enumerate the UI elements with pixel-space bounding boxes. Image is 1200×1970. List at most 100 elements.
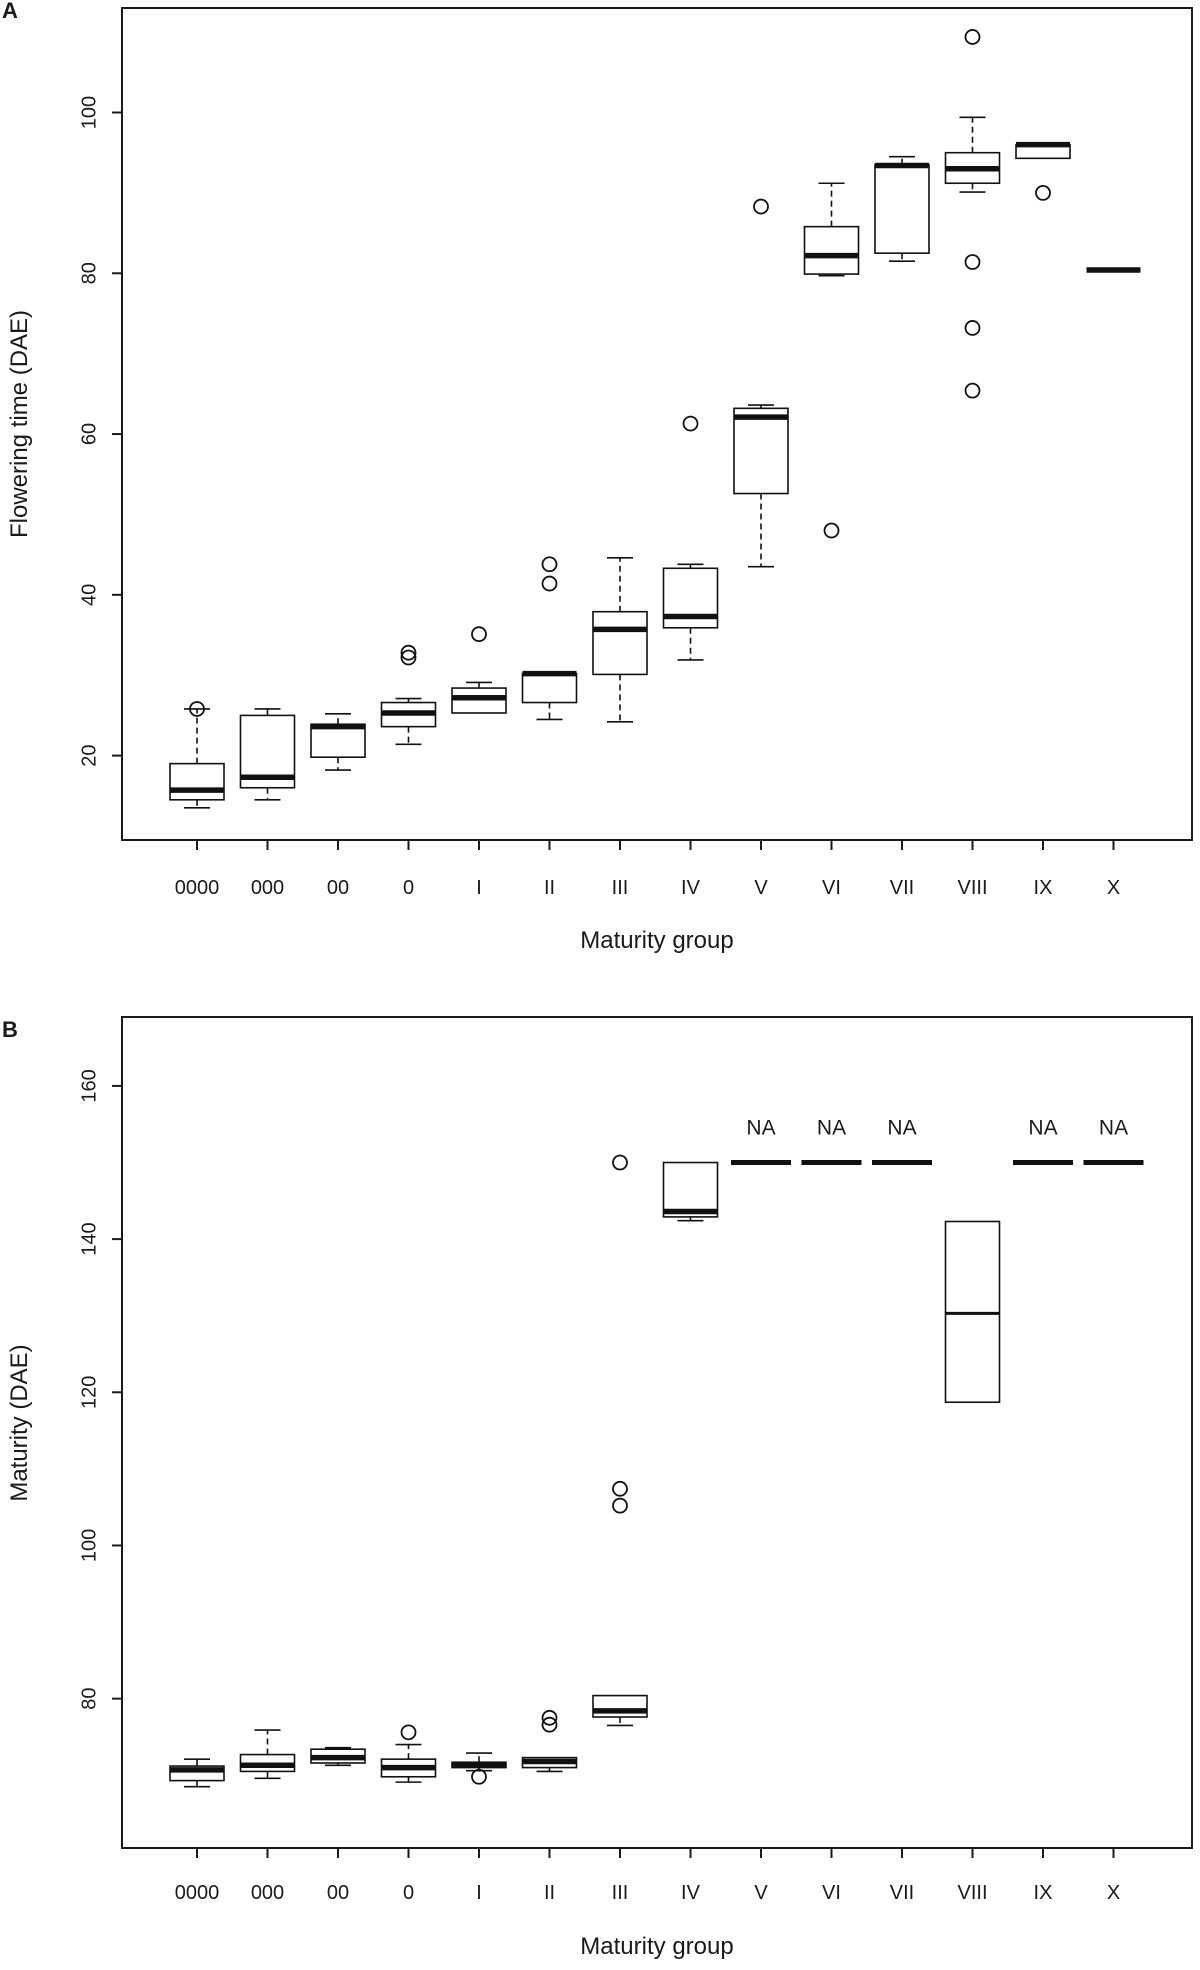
outlier-point xyxy=(189,701,205,717)
box-IV xyxy=(662,1161,719,1222)
panel-a-plot-frame xyxy=(121,7,1193,841)
panel-a-x-axis: 0000 000 00 0 I II III IV V VI VII VIII IX X xyxy=(175,840,1120,899)
outlier-point xyxy=(541,575,558,592)
y-tick-label: 160 xyxy=(78,1069,100,1102)
panel-a-boxes xyxy=(169,29,1141,809)
box-III xyxy=(592,557,648,723)
y-tick-label: 100 xyxy=(78,96,100,129)
box-VIII xyxy=(944,29,1001,399)
x-tick-label: IV xyxy=(681,1882,701,1904)
box-II xyxy=(521,1709,578,1773)
outlier-point xyxy=(541,556,558,573)
outlier-point xyxy=(400,1724,417,1741)
x-tick-label: 000 xyxy=(251,1882,284,1904)
outlier-point xyxy=(964,320,981,336)
x-tick-label: IV xyxy=(681,877,701,899)
box-body xyxy=(310,723,366,759)
box-00 xyxy=(310,1746,366,1767)
panel-a-y-axis-title: Flowering time (DAE) xyxy=(6,310,33,538)
box-body xyxy=(944,1220,1001,1404)
panel-b-label: B xyxy=(2,1017,18,1042)
y-tick-label: 80 xyxy=(78,262,100,284)
y-tick-label: 40 xyxy=(78,584,100,606)
x-tick-label: VIII xyxy=(957,1882,987,1904)
panel-a-label: A xyxy=(2,0,18,23)
y-tick-label: 140 xyxy=(78,1222,100,1255)
box-0 xyxy=(380,1724,437,1783)
panel-b-plot-frame xyxy=(121,1016,1193,1849)
x-tick-label: IX xyxy=(1034,1882,1053,1904)
x-tick-label: VI xyxy=(822,1882,841,1904)
x-tick-label: X xyxy=(1107,877,1120,899)
y-tick-label: 80 xyxy=(78,1688,100,1710)
outlier-point xyxy=(400,649,417,666)
na-label: NA xyxy=(887,1117,916,1140)
x-tick-label: 000 xyxy=(251,877,284,899)
na-label: NA xyxy=(817,1117,846,1140)
x-tick-label: III xyxy=(612,877,629,899)
box-body xyxy=(662,1161,719,1218)
na-label: NA xyxy=(1099,1117,1128,1140)
x-tick-label: II xyxy=(544,877,555,899)
box-IX xyxy=(1015,141,1071,201)
box-body xyxy=(592,610,648,676)
y-tick-label: 120 xyxy=(78,1376,100,1409)
box-body xyxy=(521,672,578,704)
box-000 xyxy=(239,708,296,801)
box-body xyxy=(803,225,860,275)
x-tick-label: VIII xyxy=(957,877,987,899)
outlier-point xyxy=(753,198,769,215)
panel-b-x-axis: 0000 000 00 0 I II III IV V VI VII VIII IX X xyxy=(175,1848,1120,1904)
box-body xyxy=(451,687,507,714)
box-body xyxy=(169,762,225,801)
outlier-point xyxy=(1035,184,1051,201)
box-V xyxy=(733,198,789,568)
box-000 xyxy=(239,1729,296,1780)
box-II xyxy=(521,556,578,721)
box-VI xyxy=(803,182,860,539)
na-label: NA xyxy=(1028,1117,1057,1140)
outlier-point xyxy=(612,1154,628,1171)
box-00 xyxy=(310,712,366,771)
x-tick-label: I xyxy=(476,877,482,899)
box-VII xyxy=(874,155,930,263)
outlier-point xyxy=(964,382,981,399)
x-tick-label: 00 xyxy=(327,1882,349,1904)
x-tick-label: 0 xyxy=(403,877,414,899)
box-VII: NA xyxy=(872,1117,932,1166)
x-tick-label: V xyxy=(754,1882,768,1904)
panel-a-y-axis: 20 40 60 80 100 xyxy=(78,96,122,767)
outlier-point xyxy=(612,1480,628,1497)
x-tick-label: 0 xyxy=(403,1882,414,1904)
outlier-point xyxy=(964,254,981,270)
y-tick-label: 20 xyxy=(78,744,100,766)
outlier-point xyxy=(823,522,840,539)
outlier-point xyxy=(471,626,487,643)
x-tick-label: II xyxy=(544,1882,555,1904)
x-tick-label: X xyxy=(1107,1882,1120,1904)
panel-b-y-axis-title: Maturity (DAE) xyxy=(6,1344,33,1501)
y-tick-label: 100 xyxy=(78,1529,100,1562)
box-0000 xyxy=(169,701,225,809)
box-IX: NA xyxy=(1013,1117,1073,1166)
outlier-point xyxy=(612,1497,628,1514)
outlier-point xyxy=(541,1716,558,1733)
panel-b-y-axis: 80 100 120 140 160 xyxy=(78,1069,122,1710)
y-tick-label: 60 xyxy=(78,423,100,445)
panel-b-boxes: NA NA NA NA NA xyxy=(169,1117,1144,1788)
x-tick-label: V xyxy=(754,877,768,899)
x-tick-label: VI xyxy=(822,877,841,899)
x-tick-label: 0000 xyxy=(175,1882,220,1904)
x-tick-label: III xyxy=(612,1882,629,1904)
box-I xyxy=(451,626,507,714)
x-tick-label: VII xyxy=(890,1882,914,1904)
na-label: NA xyxy=(746,1117,775,1140)
box-body xyxy=(874,163,930,254)
x-tick-label: I xyxy=(476,1882,482,1904)
outlier-point xyxy=(964,29,981,45)
box-0000 xyxy=(169,1758,225,1788)
x-tick-label: VII xyxy=(890,877,914,899)
